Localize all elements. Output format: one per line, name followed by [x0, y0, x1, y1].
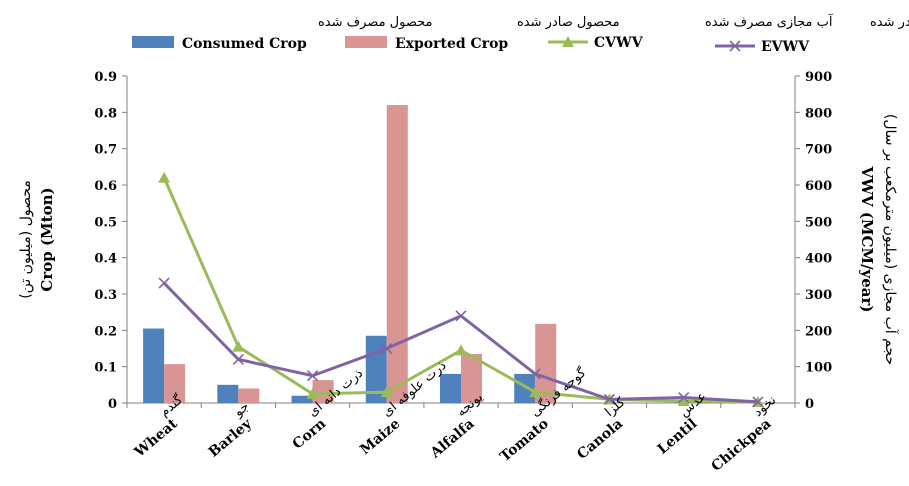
marker-evwv	[752, 396, 764, 408]
marker-cvwv	[232, 340, 245, 352]
bar-consumed-crop	[217, 384, 239, 403]
right-tick-label: 900	[805, 70, 832, 85]
bar-exported-crop	[312, 380, 334, 403]
marker-evwv	[729, 40, 741, 52]
marker-evwv	[158, 277, 170, 289]
left-tick-label: 0	[108, 397, 117, 412]
left-tick-label: 0.9	[94, 70, 117, 85]
left-tick-label: 0.4	[94, 252, 117, 267]
marker-evwv	[603, 393, 616, 405]
marker-evwv	[455, 310, 467, 322]
marker-stroke	[381, 342, 393, 355]
category-label: Lentil	[655, 416, 701, 458]
legend-label: EVWV	[761, 39, 810, 55]
marker-evwv	[232, 353, 244, 365]
left-tick-label: 0.8	[94, 106, 117, 121]
category-label: Barley	[206, 415, 256, 460]
bar-exported-crop	[238, 388, 260, 403]
right-tick-label: 500	[805, 215, 832, 230]
right-tick-label: 600	[805, 179, 832, 194]
left-tick-label: 0.2	[94, 324, 117, 339]
legend-swatch	[345, 36, 387, 48]
right-tick-label: 800	[805, 106, 832, 121]
right-tick-label: 0	[805, 397, 814, 412]
right-axis-title: VWV (MCM/year)	[858, 165, 876, 312]
bar-consumed-crop	[440, 373, 461, 403]
category-label: Tomato	[497, 416, 552, 465]
legend-label: Exported Crop	[395, 36, 508, 52]
bar-consumed-crop	[365, 335, 387, 403]
legend-label-fa: محصول مصرف شده	[318, 15, 432, 30]
marker-stroke	[678, 391, 690, 404]
marker-stroke	[306, 370, 319, 382]
right-tick-label: 100	[805, 361, 832, 376]
bar-consumed-crop	[143, 328, 165, 403]
right-tick-label: 700	[805, 143, 832, 158]
right-axis-title-fa: حجم آب مجازی (میلیون مترمکعب بر سال)	[882, 114, 899, 365]
legend-label: Consumed Crop	[182, 36, 307, 52]
left-tick-label: 0.7	[94, 143, 117, 158]
category-label-fa: عدس	[677, 389, 710, 420]
marker-evwv	[306, 370, 319, 382]
left-tick-label: 0.3	[94, 288, 117, 303]
bars	[143, 105, 557, 404]
legend-label-fa: آب مجازی مصرف شده	[705, 13, 834, 30]
legend-swatch	[132, 36, 174, 48]
left-axis-title: Crop (Mton)	[38, 187, 56, 291]
legend-label: CVWV	[594, 35, 644, 51]
marker-cvwv	[380, 386, 393, 398]
marker-cvwv	[529, 386, 542, 398]
left-tick-label: 0.5	[94, 215, 117, 230]
legend-label-fa: آب مجازی صادر شده	[870, 13, 909, 30]
legend-label-fa: محصول صادر شده	[517, 15, 620, 30]
labels: 0 0.1 0.2 0.3 0.4 0.5 0.6 0.7 0.8 0.9 0 100 200 300 40…	[18, 70, 899, 475]
marker-evwv	[678, 391, 690, 404]
bar-consumed-crop	[514, 373, 536, 403]
marker-evwv	[529, 368, 541, 380]
bar-consumed-crop	[291, 395, 313, 403]
bar-exported-crop	[461, 353, 482, 403]
marker-cvwv	[306, 387, 319, 399]
category-label: Corn	[290, 416, 329, 453]
category-label: Chickpea	[709, 416, 775, 475]
left-axis-title-fa: محصول (میلیون تن)	[18, 180, 34, 299]
marker-stroke	[455, 310, 467, 322]
left-tick-label: 0.1	[94, 361, 117, 376]
legend: محصول مصرف شده Consumed Crop محصول صادر شد…	[132, 13, 909, 55]
marker-stroke	[158, 277, 170, 289]
category-label-fa: نخود	[751, 393, 779, 420]
category-label: Maize	[357, 416, 403, 458]
marker-cvwv	[455, 344, 467, 356]
right-tick-label: 200	[805, 324, 832, 339]
category-label: Wheat	[131, 415, 181, 461]
marker-stroke	[603, 393, 616, 405]
right-tick-label: 400	[805, 252, 832, 267]
bar-exported-crop	[535, 323, 557, 403]
bar-exported-crop	[164, 364, 186, 403]
lines	[158, 171, 764, 408]
marker-cvwv	[677, 395, 690, 407]
left-tick-label: 0.6	[94, 179, 117, 194]
marker-stroke	[232, 353, 244, 365]
marker-cvwv	[158, 171, 171, 183]
marker-stroke	[729, 40, 741, 52]
category-label: Canola	[574, 416, 626, 463]
right-tick-label: 300	[805, 288, 832, 303]
category-label: Alfalfa	[427, 416, 478, 462]
marker-evwv	[381, 342, 393, 355]
bar-exported-crop	[386, 105, 408, 404]
marker-cvwv	[562, 36, 574, 47]
marker-stroke	[752, 396, 764, 408]
marker-stroke	[529, 368, 541, 380]
